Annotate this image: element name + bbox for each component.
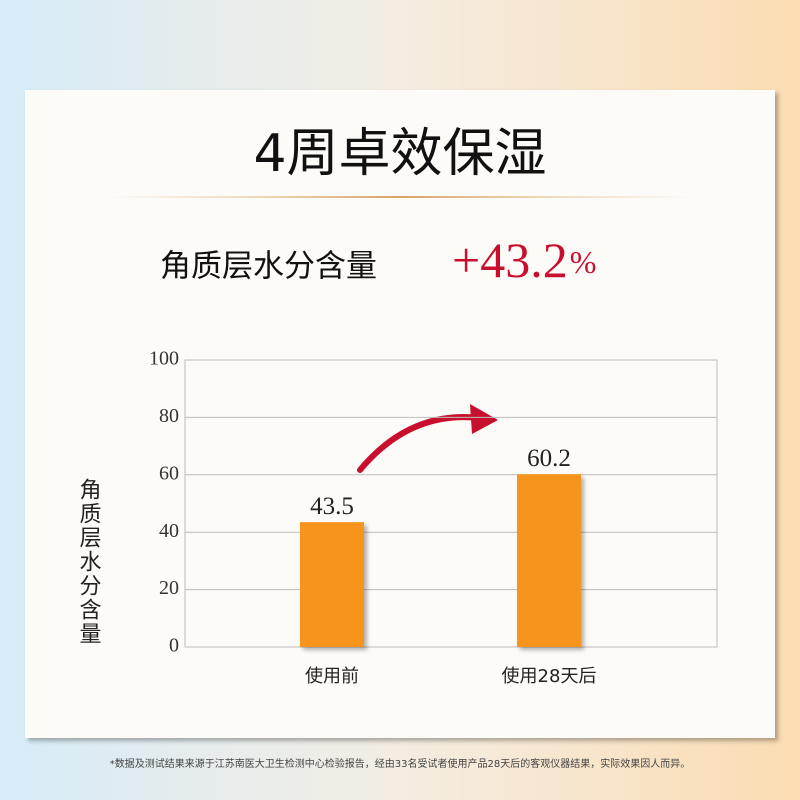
y-tick-label: 40: [159, 520, 179, 542]
x-tick-label: 使用前: [305, 666, 359, 687]
bar: [300, 522, 364, 647]
highlight-value: +43.2: [452, 232, 568, 288]
y-tick-label: 60: [159, 462, 179, 484]
value-label: 60.2: [527, 445, 571, 472]
highlight-unit: %: [570, 244, 597, 280]
y-tick-label: 0: [169, 635, 179, 657]
card: [25, 90, 775, 738]
y-axis-label: 角质层水分含量: [76, 478, 102, 646]
arrow-head: [470, 404, 498, 434]
highlight: +43.2%: [452, 232, 596, 288]
divider: [100, 196, 700, 198]
subtitle: 角质层水分含量: [160, 249, 377, 285]
y-tick-label: 80: [159, 405, 179, 427]
chart-title: 4周卓效保湿: [253, 124, 546, 184]
y-tick-label: 20: [159, 577, 179, 599]
x-tick-label: 使用28天后: [502, 666, 597, 687]
footnote: *数据及测试结果来源于江苏南医大卫生检测中心检验报告，经由33名受试者使用产品2…: [110, 757, 690, 770]
y-tick-label: 100: [149, 348, 179, 370]
value-label: 43.5: [310, 493, 354, 520]
bar: [517, 474, 581, 647]
